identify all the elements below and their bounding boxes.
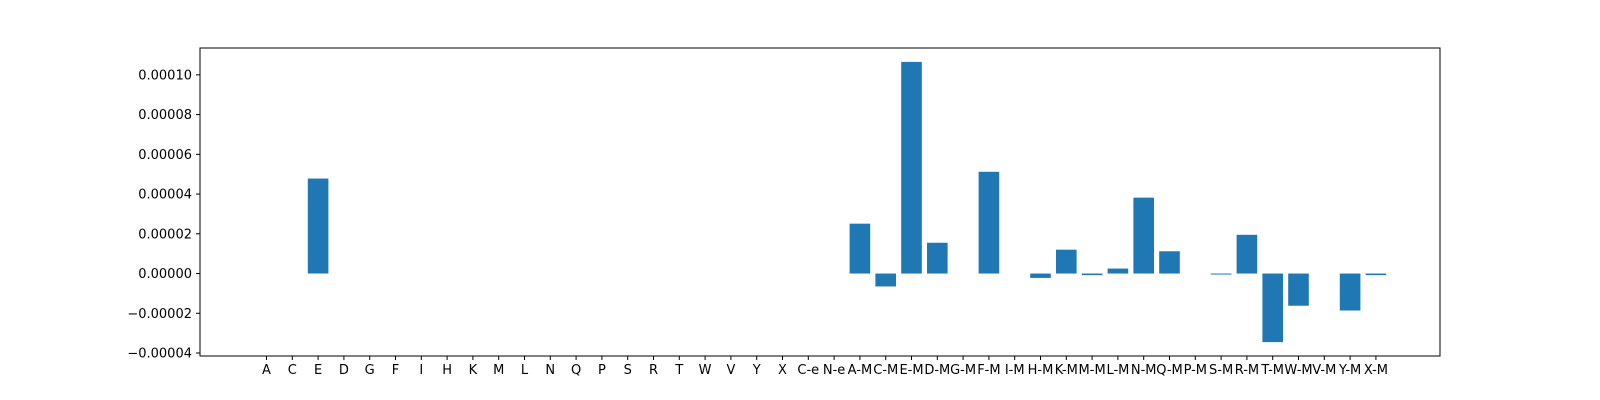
bar-K-M bbox=[1056, 249, 1077, 274]
x-tick-label: S bbox=[624, 363, 632, 378]
x-tick-label: X-M bbox=[1364, 363, 1388, 378]
x-tick-label: F-M bbox=[977, 363, 1000, 378]
x-tick-label: H-M bbox=[1028, 363, 1054, 378]
x-tick-label: M bbox=[493, 363, 504, 378]
y-tick-label: 0.00008 bbox=[138, 108, 192, 123]
x-tick-label: E bbox=[314, 363, 322, 378]
x-tick-label: P bbox=[598, 363, 606, 378]
x-tick-label: T bbox=[674, 363, 683, 378]
bar-X-M bbox=[1365, 273, 1387, 276]
x-tick-label: I bbox=[419, 363, 423, 378]
y-tick-label: −0.00002 bbox=[127, 307, 192, 322]
x-tick-label: W bbox=[699, 363, 712, 378]
bar-F-M bbox=[978, 171, 1000, 274]
plot-frame bbox=[199, 47, 1441, 357]
bar-H-M bbox=[1030, 273, 1051, 278]
y-tick-label: 0.00004 bbox=[138, 188, 192, 203]
x-tick-label: C-e bbox=[797, 363, 819, 378]
x-tick-label: Y bbox=[752, 363, 761, 378]
x-tick-label: D-M bbox=[924, 363, 950, 378]
x-tick-label: N bbox=[545, 363, 555, 378]
x-tick-label: A-M bbox=[848, 363, 873, 378]
x-tick-label: A bbox=[262, 363, 271, 378]
y-tick-label: 0.00010 bbox=[138, 68, 192, 83]
x-tick-label: L-M bbox=[1106, 363, 1129, 378]
bar-D-M bbox=[927, 242, 948, 274]
x-tick-label: Q bbox=[571, 363, 581, 378]
x-tick-label: C bbox=[288, 363, 297, 378]
x-tick-label: Y-M bbox=[1338, 363, 1361, 378]
x-tick-label: V-M bbox=[1312, 363, 1336, 378]
x-tick-label: W-M bbox=[1284, 363, 1312, 378]
x-tick-label: G-M bbox=[950, 363, 976, 378]
bar-R-M bbox=[1236, 234, 1258, 274]
x-tick-label: N-M bbox=[1131, 363, 1157, 378]
y-tick-label: −0.00004 bbox=[127, 347, 192, 362]
bar-Y-M bbox=[1339, 273, 1361, 311]
bar-E bbox=[307, 178, 329, 274]
bar-M-M bbox=[1081, 273, 1103, 276]
x-tick-label: Q-M bbox=[1156, 363, 1183, 378]
x-tick-label: V bbox=[726, 363, 735, 378]
x-tick-label: D bbox=[339, 363, 349, 378]
y-tick-label: 0.00006 bbox=[138, 148, 192, 163]
x-tick-label: E-M bbox=[899, 363, 923, 378]
x-tick-label: P-M bbox=[1184, 363, 1207, 378]
x-tick-label: M-M bbox=[1079, 363, 1106, 378]
x-tick-label: K bbox=[469, 363, 478, 378]
x-tick-label: S-M bbox=[1209, 363, 1233, 378]
bar-S-M bbox=[1210, 273, 1232, 275]
bar-L-M bbox=[1107, 268, 1129, 274]
bar-T-M bbox=[1262, 273, 1283, 343]
bar-N-M bbox=[1133, 197, 1154, 274]
x-axis: A C E D G F I H K M L N Q P S R T W V Y X C-e N-e A-M C-M E-M D-M G… bbox=[262, 356, 1388, 378]
bar-A-M bbox=[849, 223, 871, 274]
x-tick-label: C-M bbox=[873, 363, 898, 378]
x-tick-label: G bbox=[365, 363, 375, 378]
x-tick-label: T-M bbox=[1260, 363, 1284, 378]
x-tick-label: F bbox=[392, 363, 399, 378]
x-tick-label: N-e bbox=[823, 363, 845, 378]
bar-Q-M bbox=[1159, 251, 1180, 274]
y-axis: −0.00004 −0.00002 0.00000 0.00002 0.00004 0.0… bbox=[127, 68, 200, 362]
y-tick-label: 0.00000 bbox=[138, 267, 192, 282]
bars-group bbox=[307, 61, 1387, 343]
bar-W-M bbox=[1288, 273, 1309, 306]
x-tick-label: H bbox=[442, 363, 452, 378]
x-tick-label: X bbox=[778, 363, 787, 378]
plot-background bbox=[200, 48, 1440, 356]
y-tick-label: 0.00002 bbox=[138, 227, 192, 242]
x-tick-label: K-M bbox=[1055, 363, 1078, 378]
x-tick-label: I-M bbox=[1005, 363, 1025, 378]
x-tick-label: R bbox=[649, 363, 658, 378]
x-tick-label: L bbox=[521, 363, 529, 378]
bar-E-M bbox=[901, 61, 922, 274]
x-tick-label: R-M bbox=[1235, 363, 1259, 378]
bar-C-M bbox=[875, 273, 896, 287]
